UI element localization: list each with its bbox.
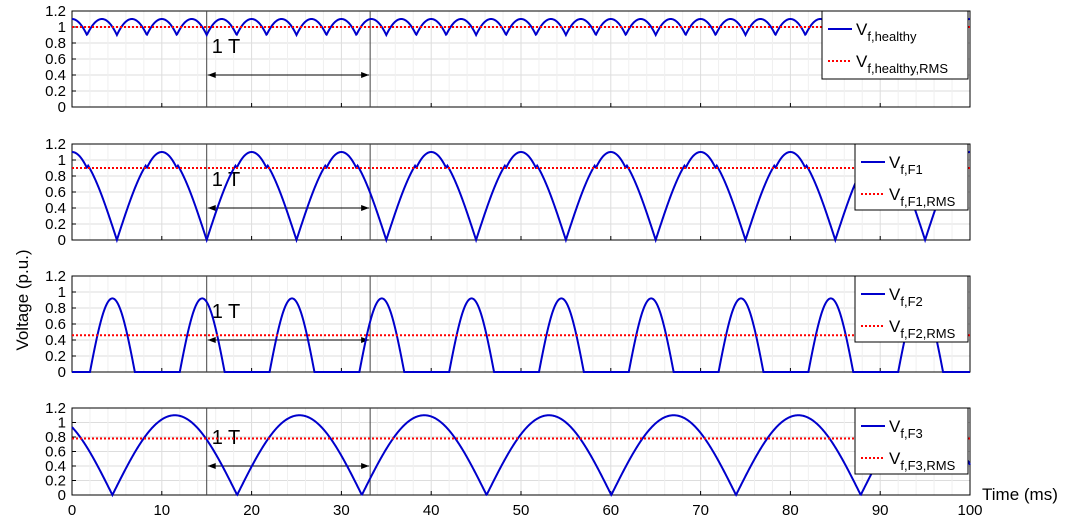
period-arrow-head-left — [207, 72, 216, 78]
period-arrow-head-right — [361, 205, 370, 211]
period-arrow-head-right — [361, 72, 370, 78]
period-arrow-head-right — [361, 463, 370, 469]
y-tick-label: 0.6 — [45, 51, 66, 68]
subplot-F3: 00.20.40.60.811.20 10 20 30 40 50 60 70 80 90 1001… — [45, 400, 982, 519]
subplot-F1: 00.20.40.60.811.2 1 T Vf,F1 Vf,F1,RMS — [45, 136, 971, 249]
waveform-F1 — [71, 150, 971, 244]
legend-entry: Vf,F1 — [889, 153, 923, 177]
y-tick-label: 1 — [58, 284, 66, 301]
x-tick-label: 50 — [513, 502, 530, 519]
period-label: 1 T — [212, 169, 241, 191]
x-tick-label: 90 — [872, 502, 889, 519]
period-label: 1 T — [212, 301, 241, 323]
y-tick-label: 0.2 — [45, 473, 66, 490]
period-arrow-head-left — [207, 463, 216, 469]
y-axis-label: Voltage (p.u.) — [13, 249, 32, 350]
y-tick-label: 0 — [58, 99, 66, 116]
x-tick-label: 100 — [957, 502, 982, 519]
x-tick-label: 80 — [782, 502, 799, 519]
y-tick-label: 0 — [58, 364, 66, 381]
y-tick-label: 0.8 — [45, 168, 66, 185]
y-tick-label: 0 — [58, 232, 66, 249]
period-arrow-head-left — [207, 337, 216, 343]
x-tick-label: 40 — [423, 502, 440, 519]
y-tick-label: 0.2 — [45, 216, 66, 233]
subplot-healthy: 00.20.40.60.811.2 1 T Vf,healthy Vf,healthy… — [45, 3, 971, 116]
legend-entry: Vf,F3 — [889, 417, 923, 441]
legend-box-F1 — [854, 143, 969, 211]
y-tick-label: 0.8 — [45, 300, 66, 317]
y-tick-label: 1 — [58, 19, 66, 36]
legend-entry: Vf,healthy,RMS — [856, 52, 948, 76]
legend-entry: Vf,F2 — [889, 285, 923, 309]
y-tick-label: 1 — [58, 152, 66, 169]
x-tick-label: 30 — [333, 502, 350, 519]
subplots: 00.20.40.60.811.21 TVf,healthyVf,healthy… — [45, 3, 982, 519]
y-tick-label: 0.4 — [45, 332, 66, 349]
y-tick-label: 1.2 — [45, 3, 66, 20]
waveform-healthy — [71, 17, 971, 38]
x-axis-label: Time (ms) — [982, 485, 1058, 504]
legend-entry: Vf,F1,RMS — [889, 185, 956, 209]
y-tick-label: 1.2 — [45, 268, 66, 285]
x-tick-label: 0 — [68, 502, 76, 519]
legend-entry: Vf,F3,RMS — [889, 449, 956, 473]
legend-box-F2 — [854, 275, 969, 343]
y-tick-label: 0.6 — [45, 316, 66, 333]
waveform-F2 — [72, 297, 970, 373]
y-tick-label: 0 — [58, 487, 66, 504]
legend-box-healthy — [821, 10, 969, 80]
y-tick-label: 1.2 — [45, 136, 66, 153]
legend-entry: Vf,F2,RMS — [889, 317, 956, 341]
legend-box-F3 — [854, 407, 969, 475]
period-arrow-head-left — [207, 205, 216, 211]
x-tick-label: 20 — [243, 502, 260, 519]
y-tick-label: 0.4 — [45, 458, 66, 475]
x-tick-label: 60 — [602, 502, 619, 519]
x-tick-label: 10 — [153, 502, 170, 519]
y-tick-label: 0.4 — [45, 200, 66, 217]
y-tick-label: 0.8 — [45, 35, 66, 52]
y-tick-label: 0.2 — [45, 348, 66, 365]
x-tick-label: 70 — [692, 502, 709, 519]
y-tick-label: 0.2 — [45, 83, 66, 100]
y-tick-label: 1.2 — [45, 400, 66, 417]
y-tick-label: 1 — [58, 415, 66, 432]
y-tick-label: 0.8 — [45, 429, 66, 446]
period-label: 1 T — [212, 36, 241, 58]
y-tick-label: 0.6 — [45, 184, 66, 201]
legend-entry: Vf,healthy — [856, 20, 917, 44]
waveform-F3 — [71, 414, 971, 498]
subplot-F2: 00.20.40.60.811.2 1 T Vf,F2 Vf,F2,RMS — [45, 268, 971, 381]
y-tick-label: 0.6 — [45, 444, 66, 461]
y-tick-label: 0.4 — [45, 67, 66, 84]
